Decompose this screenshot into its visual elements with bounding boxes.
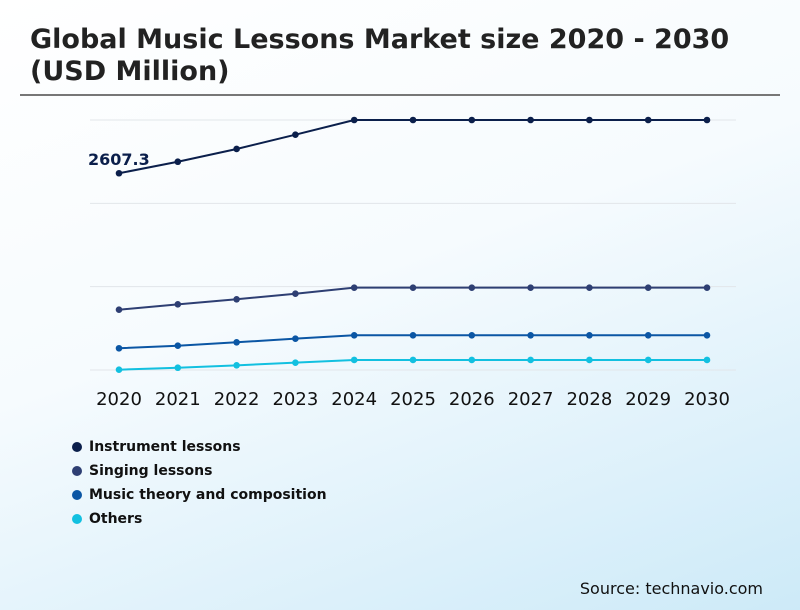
x-tick-label: 2028 <box>566 389 612 410</box>
data-point <box>586 331 593 339</box>
legend-label: Instrument lessons <box>89 439 241 455</box>
data-point <box>233 362 240 369</box>
data-point <box>292 131 299 139</box>
data-point <box>703 116 711 124</box>
data-point <box>409 356 417 364</box>
legend-item: Singing lessons <box>72 459 327 483</box>
legend-label: Others <box>89 511 143 527</box>
data-point <box>115 366 123 373</box>
x-tick-label: 2027 <box>508 389 554 410</box>
legend-marker-icon <box>72 466 82 476</box>
data-point <box>233 145 240 153</box>
data-point <box>350 331 358 339</box>
data-point <box>292 335 299 342</box>
x-tick-label: 2030 <box>684 389 730 410</box>
data-point <box>174 364 182 372</box>
data-point <box>233 339 240 346</box>
data-point <box>586 284 593 291</box>
data-point <box>350 116 358 124</box>
data-point <box>292 290 299 298</box>
data-point <box>468 331 476 339</box>
x-tick-label: 2024 <box>331 389 377 410</box>
data-point <box>644 284 652 291</box>
data-point <box>468 356 476 364</box>
data-point <box>174 301 182 308</box>
legend-item: Music theory and composition <box>72 483 327 507</box>
data-point <box>115 306 123 314</box>
series-line-0 <box>118 119 707 175</box>
title-divider <box>20 94 780 96</box>
data-point <box>644 116 652 124</box>
legend-item: Others <box>72 507 327 531</box>
data-point <box>527 356 534 364</box>
data-point <box>115 169 123 177</box>
data-point <box>644 356 652 364</box>
legend-marker-icon <box>72 514 82 524</box>
legend: Instrument lessons Singing lessons Music t… <box>72 435 327 531</box>
legend-marker-icon <box>72 490 82 500</box>
x-tick-label: 2023 <box>272 389 318 410</box>
data-point <box>409 331 417 339</box>
data-point <box>468 116 476 124</box>
x-tick-label: 2021 <box>155 389 201 410</box>
data-point <box>409 116 417 124</box>
data-point <box>409 284 417 291</box>
x-tick-label: 2022 <box>214 389 260 410</box>
x-tick-label: 2025 <box>390 389 436 410</box>
data-label: 2607.3 <box>88 150 150 169</box>
legend-label: Music theory and composition <box>89 487 327 503</box>
data-point <box>586 356 593 364</box>
data-point <box>350 356 358 364</box>
data-point <box>527 284 534 291</box>
data-point <box>703 356 711 364</box>
source-note: Source: technavio.com <box>579 579 763 598</box>
legend-item: Instrument lessons <box>72 435 327 459</box>
data-point <box>292 359 299 366</box>
data-point <box>703 284 711 291</box>
x-tick-label: 2029 <box>625 389 671 410</box>
data-point <box>233 295 240 303</box>
data-point <box>527 331 534 339</box>
legend-label: Singing lessons <box>89 463 213 479</box>
legend-marker-icon <box>72 442 82 452</box>
series-line-1 <box>118 286 707 311</box>
data-point <box>174 158 182 166</box>
data-point <box>527 116 534 124</box>
data-point <box>174 342 182 350</box>
data-point <box>586 116 593 124</box>
data-point <box>644 331 652 339</box>
data-point <box>703 331 711 339</box>
data-point <box>468 284 476 291</box>
x-tick-label: 2020 <box>96 389 142 410</box>
data-point <box>350 284 358 291</box>
data-point <box>115 344 123 352</box>
chart-title: Global Music Lessons Market size 2020 - … <box>30 24 730 87</box>
x-tick-label: 2026 <box>449 389 495 410</box>
